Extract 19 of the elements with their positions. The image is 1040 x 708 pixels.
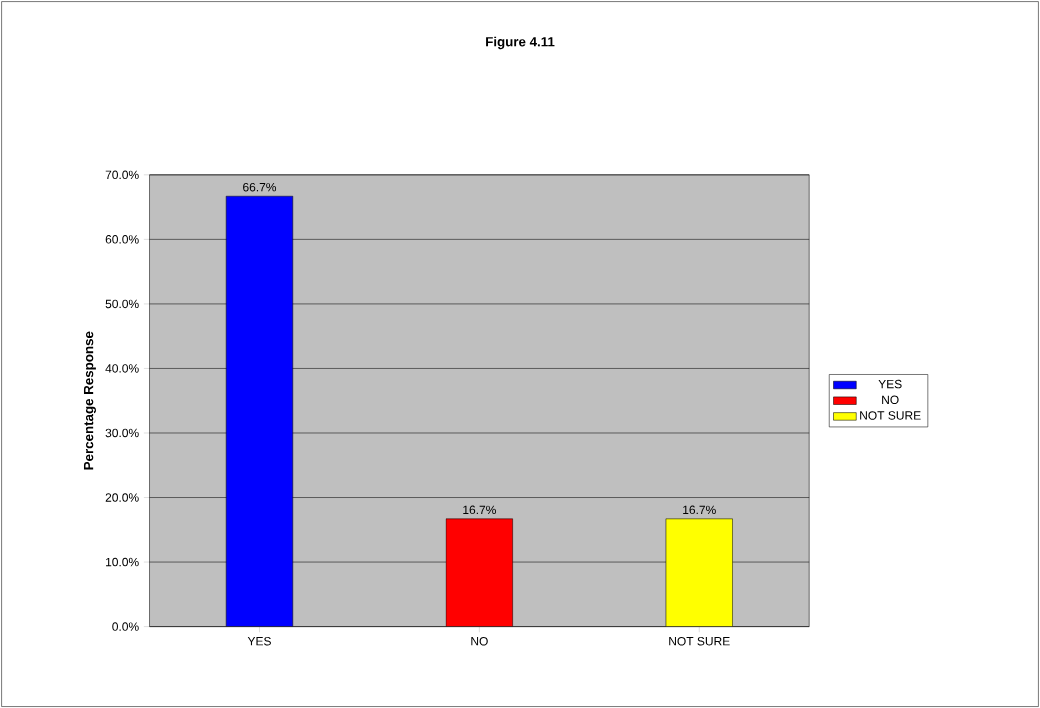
- y-axis-title: Percentage Response: [83, 331, 96, 470]
- legend-label: NOT SURE: [860, 411, 921, 420]
- data-label: 16.7%: [463, 505, 496, 515]
- y-tick-label: 50.0%: [105, 299, 139, 309]
- y-tick-label: 70.0%: [105, 170, 139, 180]
- x-tick-label: NOT SURE: [669, 636, 730, 646]
- y-tick-label: 10.0%: [106, 557, 139, 567]
- data-label: 66.7%: [243, 182, 277, 192]
- x-tick-label: YES: [247, 636, 271, 646]
- y-tick-label: 30.0%: [105, 428, 139, 438]
- chart-title: Figure 4.11: [486, 36, 555, 50]
- y-tick-label: 60.0%: [105, 235, 139, 244]
- y-tick-label: 40.0%: [105, 364, 139, 373]
- y-tick-label: 20.0%: [105, 493, 139, 502]
- y-tick-label: 0.0%: [112, 622, 139, 631]
- x-tick-label: NO: [471, 636, 488, 646]
- data-label: 16.7%: [683, 505, 716, 515]
- legend-label: YES: [878, 379, 902, 389]
- legend-label: NO: [882, 395, 899, 404]
